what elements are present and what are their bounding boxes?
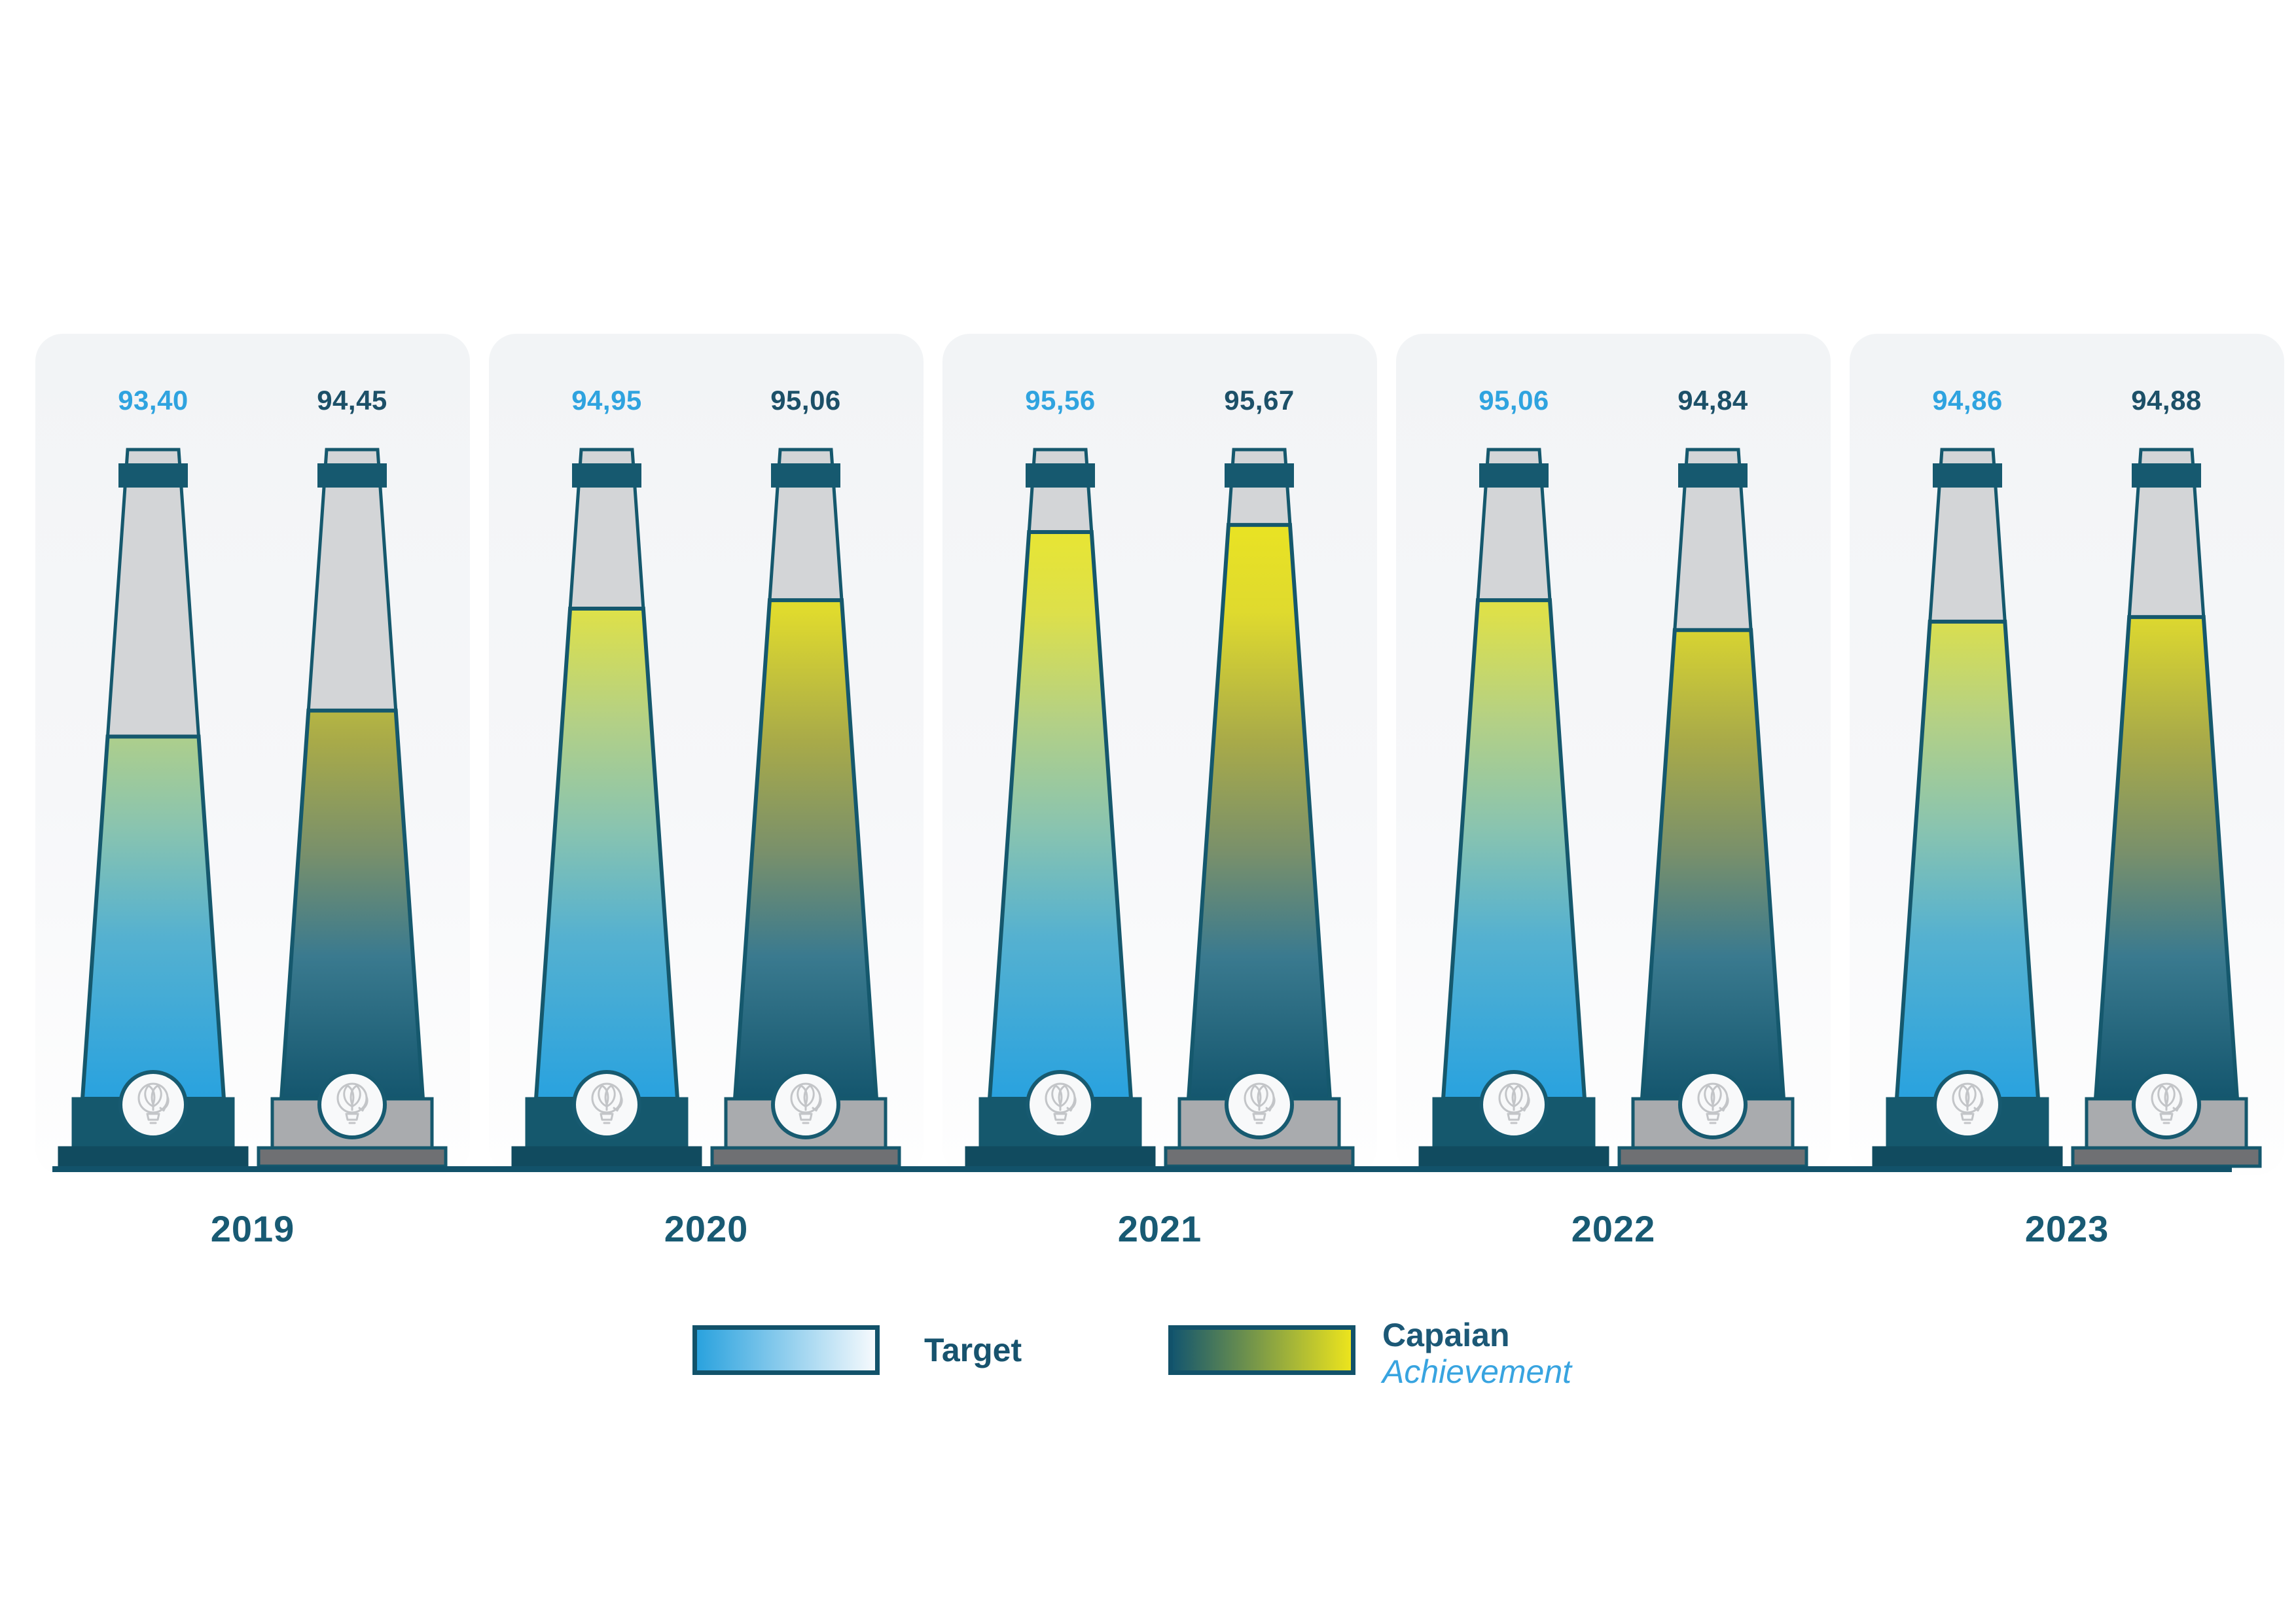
base-tier-2 — [710, 1146, 901, 1168]
bulb-badge — [572, 1070, 641, 1139]
target-tower — [965, 448, 1156, 1168]
year-label: 2021 — [1117, 1208, 1202, 1249]
achievement-tower — [1164, 448, 1355, 1168]
target-tower — [1418, 448, 1609, 1168]
tower-collar — [771, 463, 840, 488]
tower-fill — [80, 734, 226, 1101]
base-tier-2 — [1617, 1146, 1808, 1168]
base-tier-2 — [2071, 1146, 2262, 1168]
target-tower — [58, 448, 249, 1168]
bulb-badge — [1225, 1070, 1294, 1139]
lightbulb-leaf-icon — [1244, 1082, 1276, 1124]
legend-target-swatch — [692, 1325, 880, 1375]
year-card: 94,86 94,88 — [1850, 334, 2284, 1249]
bulb-badge — [1026, 1070, 1095, 1139]
bulb-badge — [317, 1070, 387, 1139]
tower-fill — [732, 598, 879, 1101]
tower-collar — [2132, 463, 2201, 488]
tower-collar — [1678, 463, 1748, 488]
achievement-tower — [2071, 448, 2262, 1168]
lightbulb-leaf-icon — [137, 1082, 170, 1124]
achievement-tower — [1617, 448, 1808, 1168]
year-card: 93,40 94,45 — [35, 334, 470, 1249]
legend-achievement-swatch — [1168, 1325, 1355, 1375]
achievement-tower — [710, 448, 901, 1168]
base-tier-2 — [965, 1146, 1156, 1168]
year-label: 2020 — [664, 1208, 749, 1249]
base-tier-2 — [511, 1146, 702, 1168]
target-value-label: 94,86 — [1932, 385, 2003, 416]
axis-baseline — [52, 1166, 2232, 1172]
target-tower — [1872, 448, 2063, 1168]
tower-fill — [1441, 598, 1587, 1101]
target-value-label: 93,40 — [118, 385, 188, 416]
tower-collar — [1225, 463, 1294, 488]
achievement-tower — [257, 448, 448, 1168]
achievement-value-label: 94,84 — [1677, 385, 1748, 416]
base-tier-2 — [1872, 1146, 2063, 1168]
tower-collar — [572, 463, 641, 488]
tower-fill — [279, 708, 425, 1101]
bulb-badge — [1678, 1070, 1748, 1139]
lightbulb-leaf-icon — [591, 1082, 623, 1124]
tower-fill — [533, 607, 680, 1101]
year-card: 95,06 94,84 — [1396, 334, 1831, 1249]
lightbulb-leaf-icon — [1697, 1082, 1729, 1124]
lightbulb-leaf-icon — [2151, 1082, 2183, 1124]
tower-fill — [1894, 619, 2041, 1101]
bulb-badge — [118, 1070, 188, 1139]
tower-collar — [1479, 463, 1549, 488]
tower-fill — [987, 530, 1134, 1101]
lightbulb-leaf-icon — [790, 1082, 822, 1124]
tower-fill — [1640, 628, 1786, 1101]
base-tier-2 — [1418, 1146, 1609, 1168]
legend-achievement-label-line2: Achievement — [1382, 1353, 1572, 1390]
legend-target-label: Target — [924, 1332, 1022, 1368]
tower-collar — [317, 463, 387, 488]
achievement-value-label: 94,45 — [317, 385, 387, 416]
target-value-label: 95,06 — [1479, 385, 1549, 416]
tower-collar — [118, 463, 188, 488]
achievement-value-label: 94,88 — [2131, 385, 2202, 416]
tower-collar — [1933, 463, 2002, 488]
year-label: 2019 — [210, 1208, 295, 1249]
target-value-label: 95,56 — [1025, 385, 1096, 416]
year-card: 95,56 95,67 — [942, 334, 1377, 1249]
lightbulb-leaf-icon — [1952, 1082, 1984, 1124]
target-tower — [511, 448, 702, 1168]
bulb-badge — [1479, 1070, 1549, 1139]
tower-collar — [1026, 463, 1095, 488]
year-label: 2022 — [1571, 1208, 1656, 1249]
year-label: 2023 — [2024, 1208, 2109, 1249]
bulb-badge — [771, 1070, 840, 1139]
lightbulb-leaf-icon — [1045, 1082, 1077, 1124]
legend-achievement-label: Capaian Achievement — [1382, 1317, 1571, 1390]
target-value-label: 94,95 — [571, 385, 642, 416]
base-tier-2 — [1164, 1146, 1355, 1168]
bulb-badge — [2132, 1070, 2201, 1139]
bulb-badge — [1933, 1070, 2002, 1139]
achievement-value-label: 95,67 — [1224, 385, 1295, 416]
base-tier-2 — [257, 1146, 448, 1168]
lightbulb-leaf-icon — [336, 1082, 368, 1124]
base-tier-2 — [58, 1146, 249, 1168]
lightbulb-leaf-icon — [1498, 1082, 1530, 1124]
legend-achievement-label-line1: Capaian — [1382, 1317, 1510, 1353]
tower-fill — [1186, 523, 1333, 1101]
tower-fill — [2093, 615, 2240, 1101]
year-card: 94,95 95,06 — [489, 334, 924, 1249]
achievement-value-label: 95,06 — [770, 385, 841, 416]
